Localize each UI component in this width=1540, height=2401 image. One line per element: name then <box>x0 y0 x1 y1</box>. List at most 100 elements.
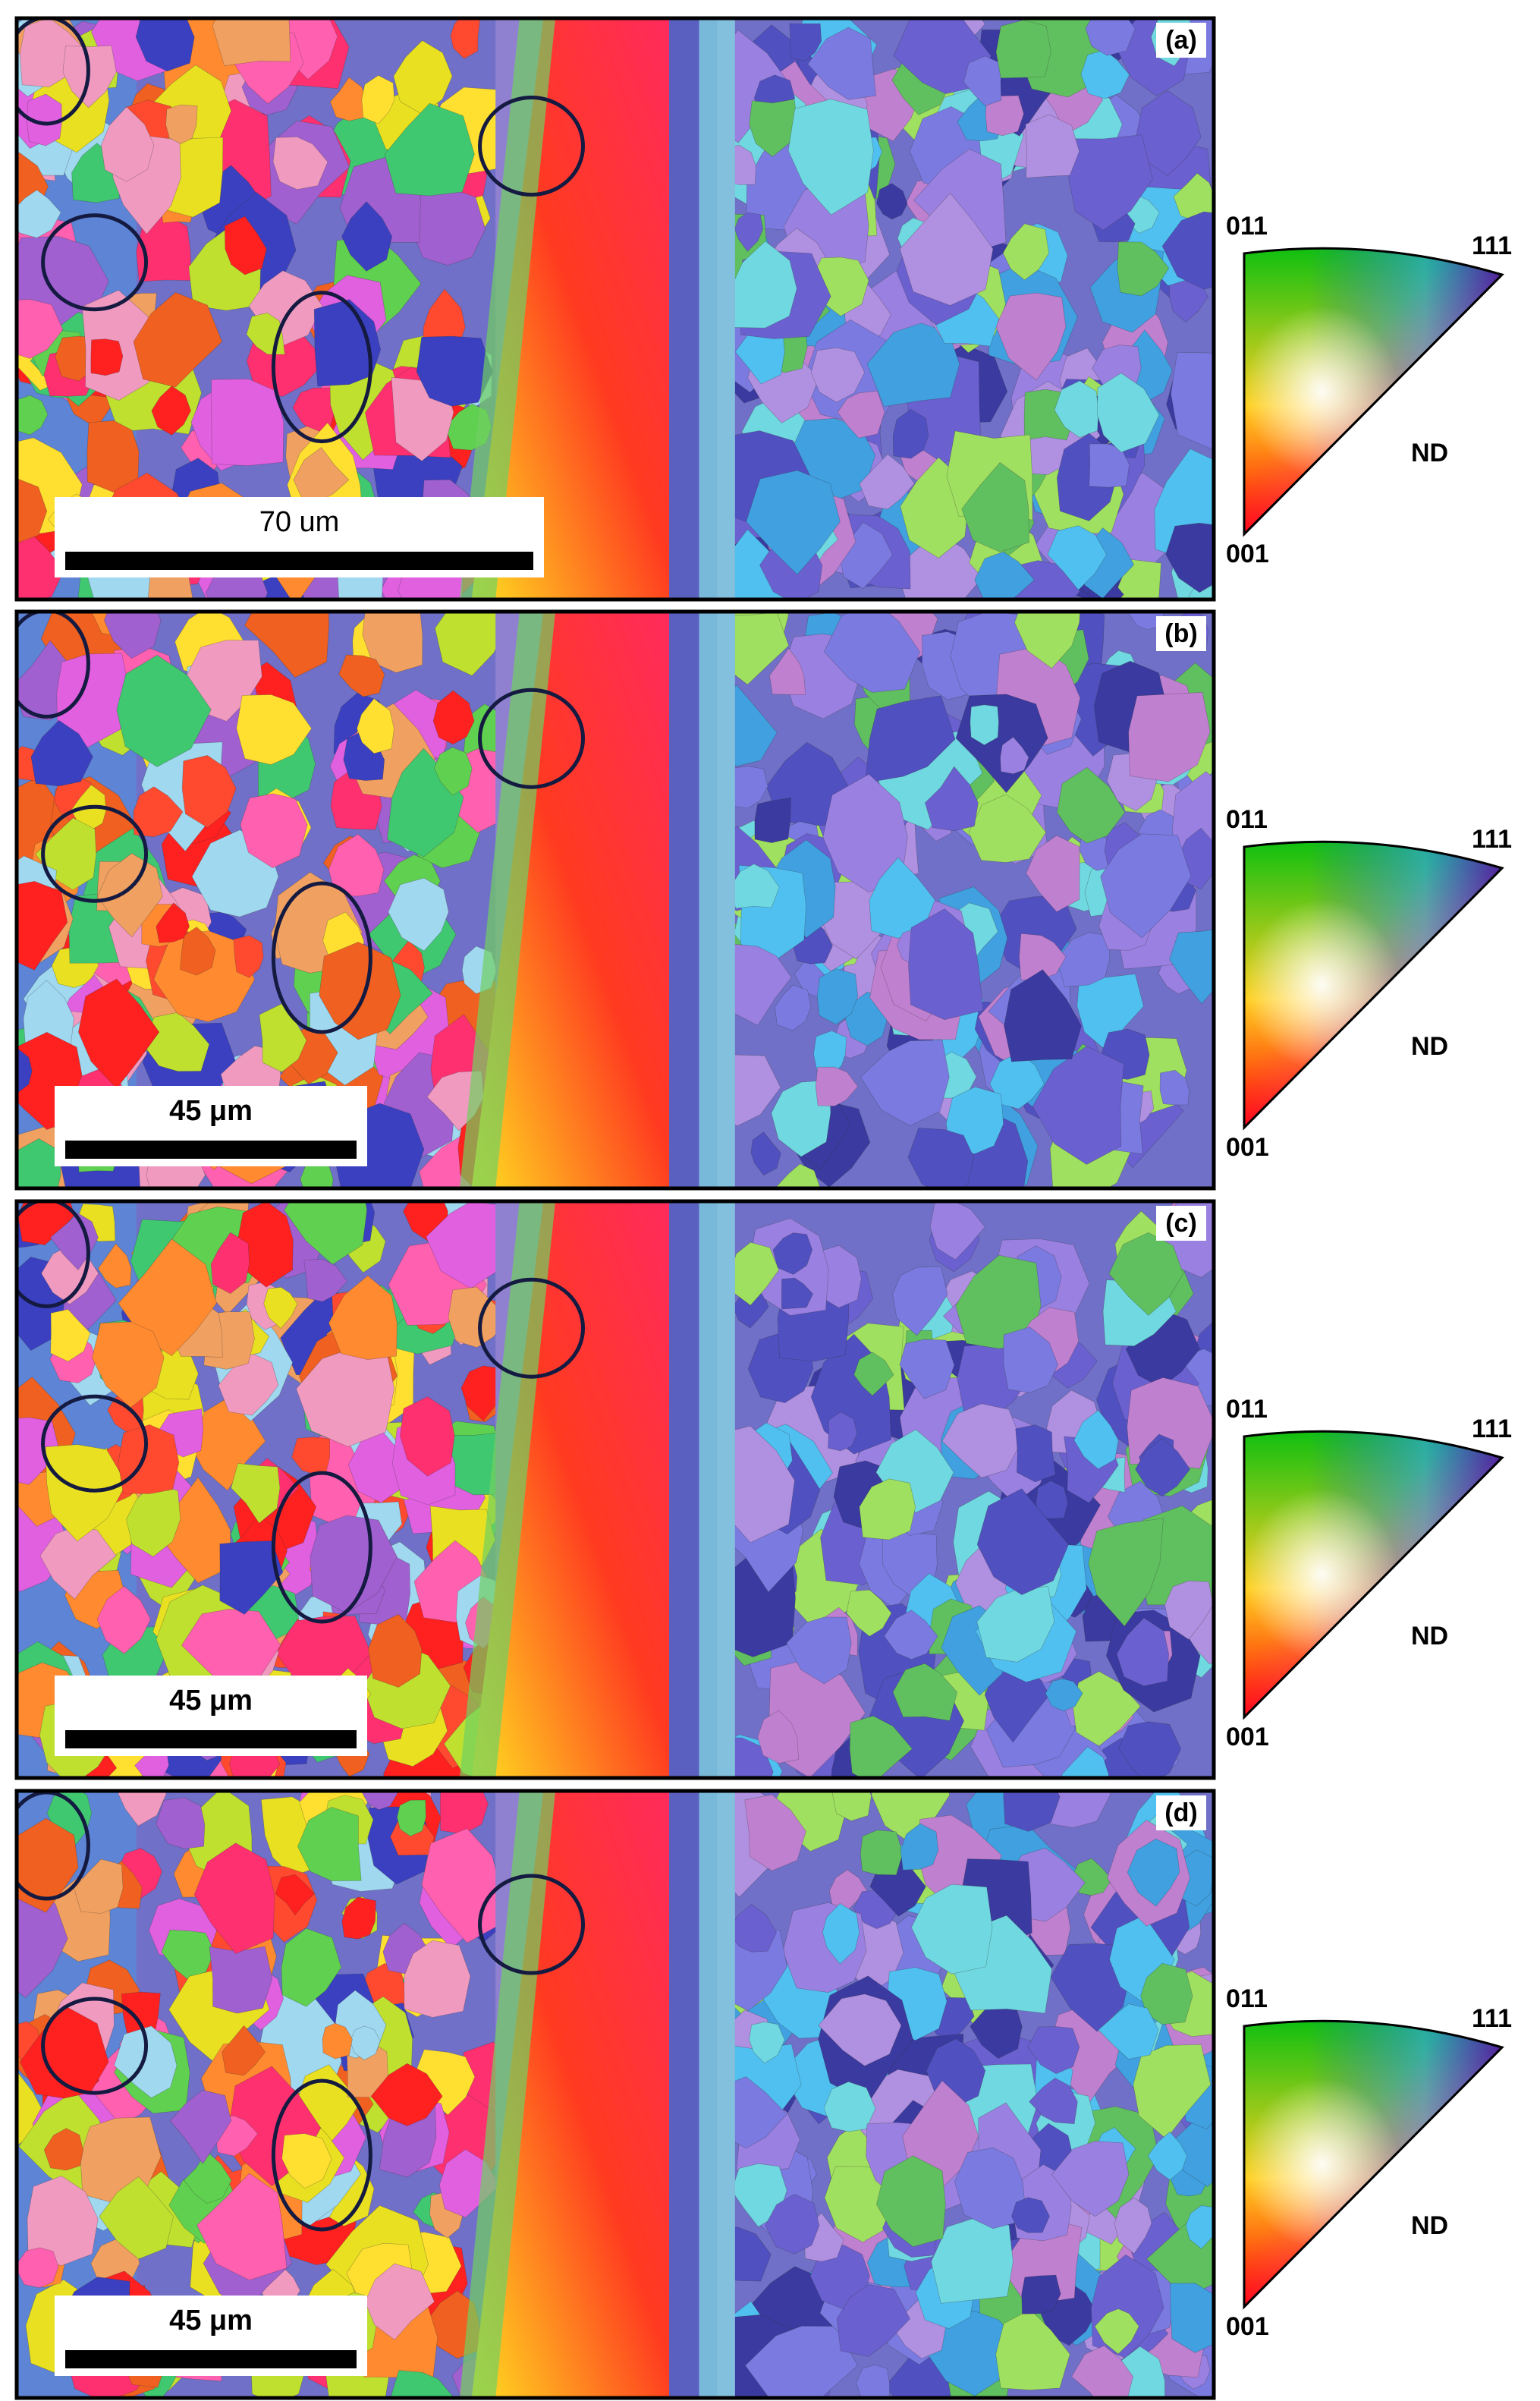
grain <box>1170 2283 1214 2353</box>
scale-bar <box>65 2350 357 2368</box>
ipf-nd: ND <box>1411 1622 1448 1650</box>
highlight-circle <box>17 612 90 719</box>
grain <box>828 1411 858 1452</box>
grain <box>1045 1678 1083 1711</box>
grain <box>400 1396 455 1477</box>
grain <box>96 1585 151 1654</box>
highlight-circle <box>478 688 586 789</box>
grain <box>1117 241 1170 297</box>
grain <box>1080 49 1130 99</box>
grain <box>744 1794 806 1871</box>
grain <box>118 1424 180 1494</box>
grain <box>1014 612 1081 669</box>
grain <box>1047 525 1107 590</box>
grain <box>818 1993 902 2066</box>
grain <box>56 653 130 748</box>
grain <box>837 390 885 439</box>
ipf-border <box>1243 840 1504 1131</box>
grain <box>749 99 799 157</box>
grain <box>1108 1232 1184 1316</box>
grain <box>165 104 198 144</box>
grain <box>156 1797 206 1849</box>
grain <box>416 335 493 407</box>
deformed-band-green <box>459 18 556 599</box>
grain <box>1116 1617 1169 1687</box>
grain <box>1071 2345 1133 2398</box>
grain <box>1054 380 1099 438</box>
grain <box>151 385 191 436</box>
grain <box>293 447 350 502</box>
ipf-011: 011 <box>1226 1395 1268 1424</box>
grain <box>448 1286 508 1348</box>
grain <box>17 299 64 359</box>
label-box <box>1156 1206 1206 1241</box>
grain <box>281 1927 342 2007</box>
grain <box>1165 522 1214 593</box>
grain <box>828 1869 868 1912</box>
grain <box>968 794 1047 863</box>
grain <box>196 2173 288 2281</box>
ipf-111: 111 <box>1472 825 1512 854</box>
grain <box>860 1830 904 1876</box>
grain <box>218 1352 279 1416</box>
grain <box>823 2081 876 2132</box>
grain <box>329 77 369 121</box>
scale-bar-label: 70 um <box>259 506 340 538</box>
grain <box>1085 18 1136 56</box>
grain <box>1159 1069 1190 1106</box>
grain <box>17 2247 59 2289</box>
grain <box>899 1339 955 1399</box>
scale-bar-label: 45 μm <box>169 2305 253 2336</box>
grain <box>970 704 999 746</box>
map-border <box>14 1789 1216 2400</box>
grain <box>17 1417 59 1485</box>
grain <box>338 654 385 697</box>
deformed-band <box>471 1201 681 1778</box>
deformed-band-green <box>459 1791 556 2398</box>
grain <box>17 881 68 971</box>
grain <box>27 2176 99 2266</box>
grain <box>397 1799 426 1837</box>
grain <box>370 2063 443 2126</box>
grain <box>831 1791 872 1821</box>
grain <box>1019 933 1067 980</box>
ipf-001: 001 <box>1226 540 1269 568</box>
grain <box>224 216 267 275</box>
ipf-001: 001 <box>1226 1133 1269 1162</box>
grain <box>892 1266 948 1336</box>
grain <box>1088 1518 1164 1627</box>
grain <box>1098 2003 1159 2060</box>
grain <box>184 2151 232 2204</box>
label-box <box>1156 23 1206 58</box>
grain <box>181 755 237 828</box>
grain <box>133 292 222 388</box>
grain <box>1161 211 1214 290</box>
grain <box>347 1429 413 1503</box>
grain <box>97 853 163 938</box>
highlight-circle <box>17 1201 90 1308</box>
grain <box>1011 2197 1050 2233</box>
grain <box>231 1463 281 1524</box>
grain <box>169 2089 232 2164</box>
grain <box>1003 1326 1058 1393</box>
grain <box>757 1710 800 1764</box>
grain <box>341 1896 376 1940</box>
grain <box>210 1232 250 1294</box>
ipf-white <box>1244 1431 1502 1717</box>
cyan-stripe <box>699 612 735 1188</box>
highlight-circle <box>271 291 372 444</box>
grain <box>297 1807 362 1881</box>
grain <box>1000 736 1029 775</box>
grain <box>1027 2026 1080 2075</box>
grain <box>892 408 929 459</box>
grain <box>750 1131 781 1176</box>
grain <box>749 2022 785 2064</box>
panel-label: (b) <box>1164 619 1197 648</box>
grain <box>1032 1046 1124 1165</box>
cyan-stripe <box>699 18 735 599</box>
deformed-band <box>471 1791 681 2398</box>
deformed-band <box>471 612 681 1188</box>
grain <box>434 747 473 796</box>
grain <box>212 18 291 67</box>
grain <box>995 20 1051 79</box>
